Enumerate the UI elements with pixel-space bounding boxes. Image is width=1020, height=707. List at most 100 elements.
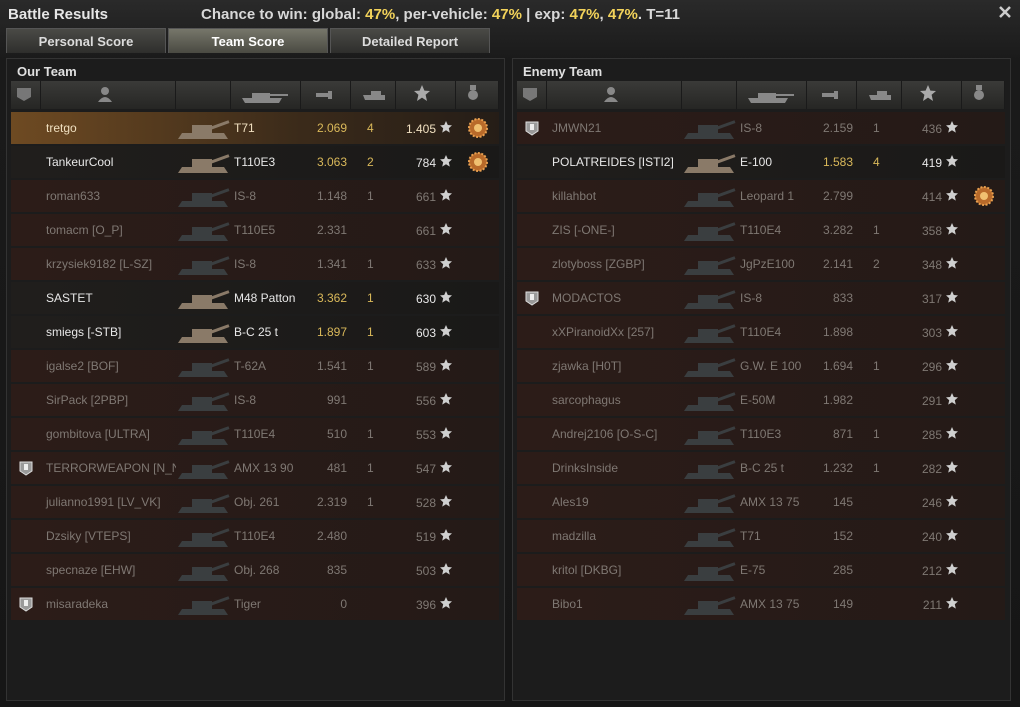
experience: 661 <box>396 188 456 204</box>
column-icon-cell[interactable] <box>41 81 176 109</box>
vehicle-name: IS-8 <box>740 291 763 305</box>
experience: 436 <box>902 120 962 136</box>
vehicle-name: E-75 <box>740 563 766 577</box>
star-icon <box>946 358 958 371</box>
column-icon <box>315 91 332 99</box>
tank-image-cell <box>682 453 737 483</box>
tab[interactable]: Detailed Report <box>330 28 490 53</box>
star-icon <box>946 222 958 235</box>
column-icon-cell[interactable] <box>396 81 456 109</box>
tank-image-cell <box>682 521 737 551</box>
experience: 396 <box>396 596 456 612</box>
tank-image <box>177 120 229 139</box>
damage: 835 <box>326 563 347 577</box>
column-icon-cell[interactable] <box>231 81 301 109</box>
experience: 358 <box>902 222 962 238</box>
tank-image-cell <box>176 249 231 279</box>
player-name: SASTET <box>46 291 93 305</box>
player-name: kritol [DKBG] <box>552 563 622 577</box>
player-row: tretgo T71 2.069 4 1.405 <box>11 112 499 144</box>
frags: 1 <box>873 461 880 475</box>
star-icon <box>946 494 958 507</box>
player-row: smiegs [-STB] B-C 25 t 1.897 1 603 <box>11 316 499 348</box>
star-icon <box>946 596 958 609</box>
player-row: tomacm [O_P] T110E5 2.331 661 <box>11 214 499 246</box>
player-row: ZIS [-ONE-] T110E4 3.282 1 358 <box>517 214 1005 246</box>
tank-image <box>683 120 735 139</box>
player-row: MODACTOS IS-8 833 317 <box>517 282 1005 314</box>
vehicle-name: T110E4 <box>740 223 782 237</box>
damage: 0 <box>340 597 347 611</box>
tank-image <box>177 290 229 309</box>
experience: 285 <box>902 426 962 442</box>
tank-image <box>683 358 735 377</box>
platoon-icon <box>525 291 539 306</box>
win-chance-summary: Chance to win: global: 47%, per-vehicle:… <box>201 6 680 23</box>
player-name: misaradeka <box>46 597 109 611</box>
column-icon-cell[interactable] <box>547 81 682 109</box>
team-title: Enemy Team <box>523 64 603 79</box>
tank-image <box>177 154 229 173</box>
column-icon-cell[interactable] <box>737 81 807 109</box>
vehicle-name: T71 <box>740 529 761 543</box>
player-name: TERRORWEAPON [N_N] <box>46 461 176 475</box>
column-icon-cell[interactable] <box>11 81 41 109</box>
player-name: specnaze [EHW] <box>46 563 136 577</box>
tank-image <box>177 324 229 343</box>
column-icon-cell[interactable] <box>902 81 962 109</box>
column-icon-cell[interactable] <box>456 81 499 109</box>
tank-image <box>683 426 735 445</box>
vehicle-name: E-50M <box>740 393 776 407</box>
experience-value: 633 <box>415 257 436 272</box>
player-name: Dzsiky [VTEPS] <box>46 529 131 543</box>
column-icon-cell[interactable] <box>682 81 737 109</box>
tab[interactable]: Personal Score <box>6 28 166 53</box>
platoon-icon-cell <box>11 460 41 476</box>
tank-image <box>683 188 735 207</box>
experience-value: 358 <box>921 223 942 238</box>
star-icon <box>946 562 958 575</box>
platoon-icon <box>525 121 539 136</box>
frags: 4 <box>367 121 374 135</box>
column-icon <box>468 85 478 100</box>
player-list: tretgo T71 2.069 4 1.405 TankeurCool T110E3 3.0… <box>11 112 499 622</box>
tab[interactable]: Team Score <box>168 28 328 53</box>
experience-value: 211 <box>922 597 942 612</box>
column-icon-cell[interactable] <box>857 81 902 109</box>
tank-image <box>177 426 229 445</box>
player-row: SirPack [2PBP] IS-8 991 556 <box>11 384 499 416</box>
tank-image-cell <box>682 589 737 619</box>
tank-image-cell <box>682 351 737 381</box>
column-icon-cell[interactable] <box>962 81 1005 109</box>
damage: 149 <box>832 597 853 611</box>
experience-value: 589 <box>415 359 436 374</box>
column-icon-cell[interactable] <box>807 81 857 109</box>
vehicle-name: Tiger <box>234 597 261 611</box>
tank-image-cell <box>682 487 737 517</box>
vehicle-name: T110E4 <box>740 325 782 339</box>
experience: 240 <box>902 528 962 544</box>
column-icon-cell[interactable] <box>517 81 547 109</box>
experience-value: 285 <box>921 427 942 442</box>
experience-value: 630 <box>415 291 436 306</box>
column-icon-cell[interactable] <box>176 81 231 109</box>
vehicle-name: B-C 25 t <box>740 461 785 475</box>
tank-image <box>177 222 229 241</box>
column-icon <box>747 93 794 103</box>
tank-image-cell <box>682 113 737 143</box>
player-row: Bibo1 AMX 13 75 149 211 <box>517 588 1005 620</box>
medal-icon <box>467 152 488 172</box>
star-icon <box>946 426 958 439</box>
tank-image-cell <box>682 215 737 245</box>
player-row: SASTET M48 Patton 3.362 1 630 <box>11 282 499 314</box>
column-icon-cell[interactable] <box>301 81 351 109</box>
damage: 3.063 <box>316 155 347 169</box>
summary-part: | exp: <box>521 6 570 23</box>
column-icon-cell[interactable] <box>351 81 396 109</box>
experience-value: 1.405 <box>405 121 436 136</box>
player-name: gombitova [ULTRA] <box>46 427 150 441</box>
close-button[interactable] <box>998 5 1012 19</box>
vehicle-name: T110E4 <box>234 427 276 441</box>
tank-image <box>683 222 735 241</box>
player-name: Bibo1 <box>552 597 583 611</box>
